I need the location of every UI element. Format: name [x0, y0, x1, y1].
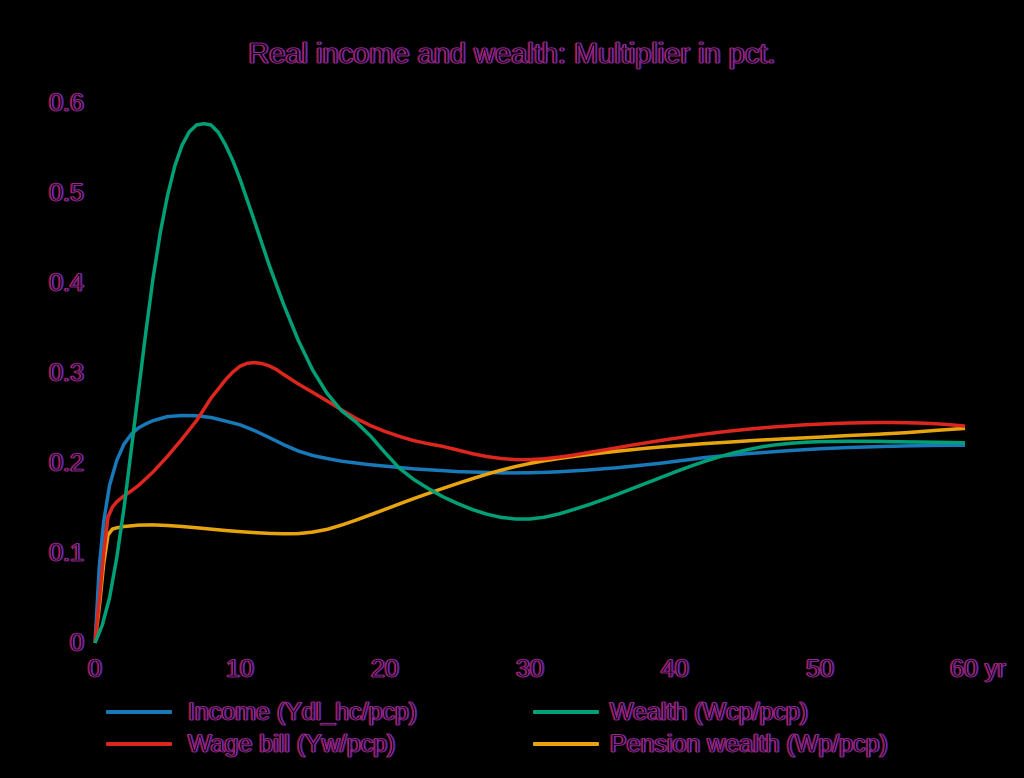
x-tick-60yr: 60 yr [950, 655, 1007, 683]
income-legend-swatch [106, 710, 172, 714]
wealth-legend-swatch [533, 710, 599, 714]
wage-bill-legend-swatch [106, 742, 172, 746]
x-tick-0: 0 [88, 655, 103, 683]
pension-wealth-legend-label: Pension wealth (Wp/pcp) [610, 730, 889, 758]
y-tick-0.4: 0.4 [49, 269, 85, 297]
wealth-legend-label: Wealth (Wcp/pcp) [609, 698, 809, 726]
y-tick-0.5: 0.5 [49, 179, 85, 207]
x-tick-20: 20 [371, 655, 400, 683]
income-line [93, 413, 966, 644]
y-tick-0.2: 0.2 [49, 449, 85, 477]
x-tick-10: 10 [226, 655, 255, 683]
wage-bill-line [93, 360, 966, 644]
x-tick-30: 30 [516, 655, 545, 683]
wealth-line [93, 121, 966, 644]
pension-wealth-legend-swatch [533, 742, 599, 746]
y-tick-0: 0 [70, 629, 85, 657]
pension-wealth-line [93, 426, 966, 644]
chart-title: Real income and wealth: Multiplier in pc… [248, 38, 776, 71]
income-legend-label: Income (Ydl_hc/pcp) [187, 698, 418, 726]
x-tick-50: 50 [806, 655, 835, 683]
y-tick-0.3: 0.3 [49, 359, 85, 387]
wage-bill-legend-label: Wage bill (Yw/pcp) [187, 730, 396, 758]
y-tick-0.1: 0.1 [49, 539, 85, 567]
x-tick-40: 40 [661, 655, 690, 683]
y-tick-0.6: 0.6 [49, 89, 85, 117]
